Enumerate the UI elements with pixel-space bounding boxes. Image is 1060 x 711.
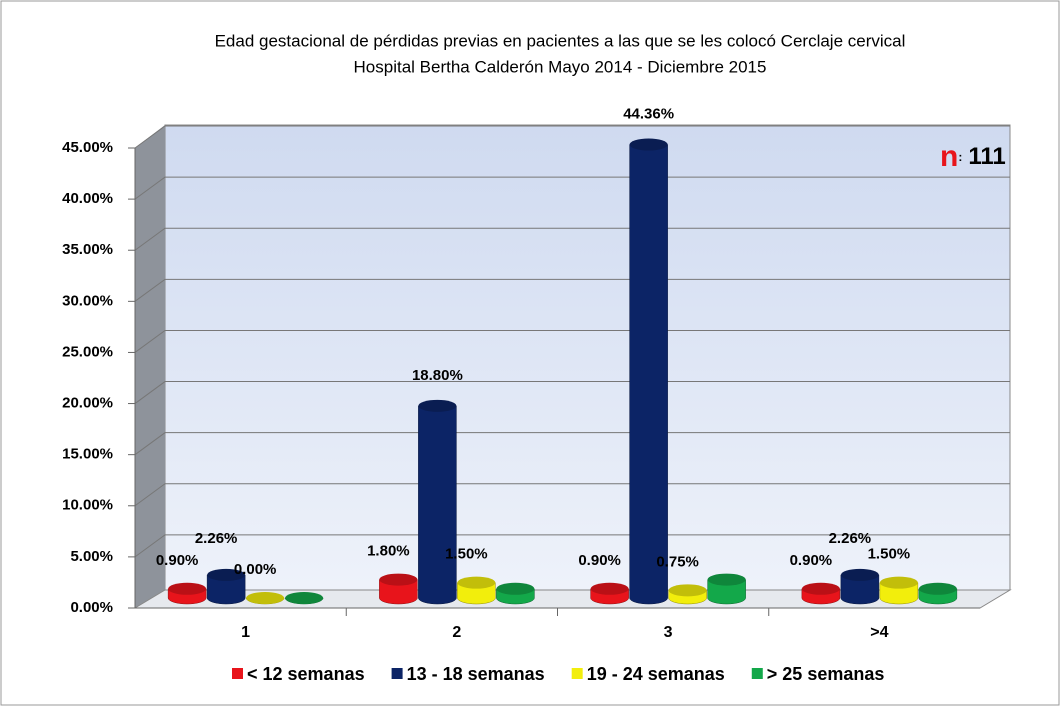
bar bbox=[496, 582, 535, 605]
grid-line bbox=[134, 278, 1010, 302]
data-label: 18.80% bbox=[412, 367, 463, 384]
annotation-n: n bbox=[940, 140, 958, 173]
data-label: 0.90% bbox=[156, 552, 199, 569]
y-tick-label: 40.00% bbox=[62, 190, 113, 207]
legend-label: > 25 semanas bbox=[767, 664, 885, 684]
bar-top bbox=[590, 582, 629, 595]
bar-body bbox=[629, 144, 668, 605]
bar-body bbox=[457, 582, 496, 605]
data-label: 2.26% bbox=[195, 530, 238, 547]
bar bbox=[167, 582, 207, 605]
bar-top bbox=[457, 576, 496, 589]
x-tick-label: 3 bbox=[664, 624, 673, 641]
bar bbox=[284, 592, 324, 605]
bar bbox=[918, 582, 958, 605]
legend-swatch bbox=[232, 668, 243, 679]
y-tick-label: 10.00% bbox=[62, 497, 113, 514]
data-label: 0.90% bbox=[790, 552, 833, 569]
bar bbox=[379, 573, 418, 605]
legend-label: < 12 semanas bbox=[247, 664, 365, 684]
bar-top bbox=[668, 584, 707, 597]
bar-top bbox=[707, 573, 746, 586]
x-tick-label: 2 bbox=[452, 624, 461, 641]
chart-title: Edad gestacional de pérdidas previas en … bbox=[215, 31, 906, 50]
bar bbox=[707, 573, 746, 605]
bar bbox=[801, 582, 841, 605]
bar-body bbox=[840, 574, 880, 605]
legend-swatch bbox=[391, 668, 403, 679]
data-label: 1.80% bbox=[367, 543, 410, 560]
bar-top bbox=[168, 582, 207, 595]
bar-top bbox=[379, 573, 418, 586]
bar-top bbox=[418, 399, 457, 412]
bar bbox=[629, 138, 668, 605]
bar-body bbox=[206, 574, 246, 605]
x-tick-label: 1 bbox=[241, 624, 250, 641]
grid-line bbox=[134, 381, 1010, 404]
legend-label: 13 - 18 semanas bbox=[407, 664, 545, 684]
bar bbox=[840, 568, 880, 605]
side-wall bbox=[135, 125, 165, 608]
y-tick-label: 45.00% bbox=[62, 139, 113, 156]
y-tick-label: 35.00% bbox=[62, 241, 113, 258]
bar bbox=[668, 584, 707, 605]
bar bbox=[590, 582, 629, 605]
y-tick-label: 30.00% bbox=[62, 292, 113, 309]
bar-top bbox=[840, 568, 879, 581]
annotation-sep: : bbox=[958, 150, 962, 164]
chart-subtitle: Hospital Bertha Calderón Mayo 2014 - Dic… bbox=[354, 57, 767, 76]
bar-top bbox=[496, 582, 535, 595]
bar-top bbox=[918, 582, 957, 595]
grid-line bbox=[134, 432, 1010, 456]
legend-swatch bbox=[571, 668, 583, 679]
grid-line bbox=[134, 227, 1010, 251]
data-label: 2.26% bbox=[829, 530, 872, 547]
y-tick-label: 15.00% bbox=[62, 446, 113, 463]
bar-top bbox=[629, 138, 668, 151]
annotation: n: 111 bbox=[940, 140, 1006, 173]
y-tick-label: 0.00% bbox=[70, 599, 113, 616]
grid-line bbox=[134, 483, 1010, 507]
bar-top bbox=[207, 568, 246, 581]
bar bbox=[206, 568, 246, 605]
data-label: 0.90% bbox=[578, 552, 621, 569]
grid-line bbox=[134, 329, 1010, 353]
data-label: 1.50% bbox=[868, 546, 911, 563]
legend-label: 19 - 24 semanas bbox=[587, 664, 725, 684]
bar-top bbox=[801, 582, 840, 595]
y-tick-label: 25.00% bbox=[62, 343, 113, 360]
grid-line bbox=[134, 176, 1010, 200]
bar-top bbox=[246, 592, 285, 604]
data-label: 0.75% bbox=[656, 553, 699, 570]
data-label: 1.50% bbox=[445, 546, 488, 563]
bar-top bbox=[879, 576, 918, 589]
bar-body bbox=[879, 582, 919, 605]
bar bbox=[418, 399, 457, 605]
bar bbox=[245, 592, 285, 605]
bar-body bbox=[418, 405, 457, 605]
y-tick-label: 5.00% bbox=[70, 548, 113, 565]
grid-line bbox=[134, 125, 1010, 149]
data-label: 0.00% bbox=[234, 561, 277, 578]
annotation-value: 111 bbox=[968, 143, 1005, 170]
back-wall bbox=[164, 124, 1011, 591]
bar bbox=[457, 576, 496, 605]
bar-body bbox=[707, 579, 746, 605]
grid-line bbox=[134, 534, 1010, 558]
y-tick-label: 20.00% bbox=[62, 395, 113, 412]
x-tick-label: >4 bbox=[870, 624, 888, 641]
bar bbox=[879, 576, 919, 605]
bar-top bbox=[285, 592, 324, 604]
data-label: 44.36% bbox=[623, 106, 674, 123]
bar-body bbox=[379, 579, 418, 605]
legend-swatch bbox=[751, 668, 763, 679]
